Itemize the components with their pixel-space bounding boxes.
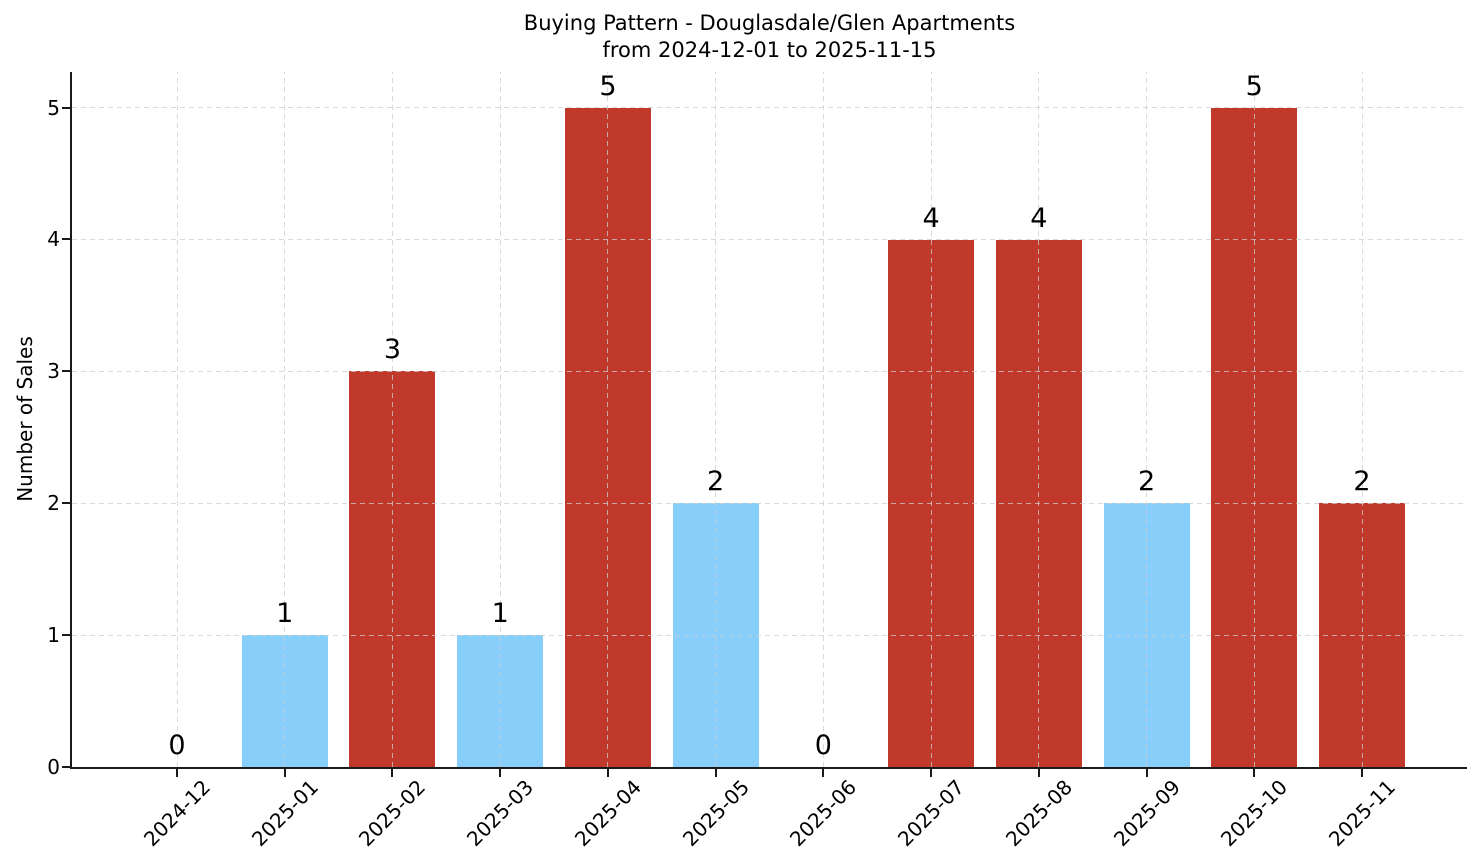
bar-value-label: 5: [599, 70, 617, 102]
x-tick-mark: [391, 769, 394, 777]
vertical-gridline: [176, 72, 178, 767]
vertical-gridline: [607, 72, 609, 767]
vertical-gridline: [499, 72, 501, 767]
vertical-gridline: [930, 72, 932, 767]
y-axis-spine: [70, 72, 72, 769]
y-tick-mark: [62, 238, 70, 241]
x-axis-spine: [70, 767, 1467, 769]
x-tick-label: 2025-02: [354, 774, 431, 852]
horizontal-gridline: [72, 370, 1467, 372]
bar-value-label: 5: [1245, 70, 1263, 102]
y-tick-label: 5: [47, 95, 60, 120]
x-tick-label: 2025-07: [893, 774, 970, 852]
x-tick-mark: [499, 769, 502, 777]
horizontal-gridline: [72, 634, 1467, 636]
x-tick-label: 2025-09: [1108, 774, 1185, 852]
x-tick-mark: [1253, 769, 1256, 777]
x-tick-mark: [283, 769, 286, 777]
x-tick-mark: [1145, 769, 1148, 777]
bar-value-label: 2: [1137, 466, 1156, 498]
y-tick-mark: [62, 106, 70, 109]
bar-value-label: 4: [1030, 202, 1048, 234]
bar-value-label: 1: [276, 598, 294, 630]
bar-value-labels-layer: 0 1 3 1 5 2 0 4 4 2 5 2: [72, 72, 1467, 767]
vertical-gridline: [1361, 72, 1363, 767]
x-tick-label: 2025-03: [462, 774, 539, 852]
y-tick-label: 4: [47, 227, 60, 252]
vertical-gridline: [1253, 72, 1255, 767]
vertical-gridline: [822, 72, 824, 767]
y-tick-mark: [62, 766, 70, 768]
bar-value-label: 4: [922, 202, 940, 234]
x-tick-mark: [822, 769, 825, 777]
x-tick-mark: [606, 769, 609, 777]
x-tick-label: 2025-01: [246, 774, 323, 852]
x-tick-label: 2025-06: [785, 774, 862, 852]
bar-value-label: 1: [491, 598, 509, 630]
x-tick-mark: [176, 769, 178, 777]
x-tick-label: 2025-10: [1216, 774, 1293, 852]
x-tick-label: 2025-04: [569, 774, 646, 852]
y-tick-label: 1: [47, 623, 60, 648]
y-tick-label: 2: [47, 491, 60, 516]
x-tick-label: 2025-08: [1000, 774, 1077, 852]
bar-value-label: 0: [814, 730, 832, 761]
y-tick-label: 3: [47, 359, 60, 384]
grid-layer: [72, 72, 1467, 767]
bar-value-label: 3: [383, 334, 402, 366]
vertical-gridline: [1038, 72, 1040, 767]
horizontal-gridline: [72, 107, 1467, 109]
y-tick-mark: [62, 370, 70, 373]
x-tick-mark: [930, 769, 933, 777]
vertical-gridline: [391, 72, 393, 767]
y-tick-mark: [62, 502, 70, 505]
vertical-gridline: [284, 72, 286, 767]
bar-value-label: 0: [168, 730, 186, 761]
x-tick-label: 2025-05: [677, 774, 754, 852]
vertical-gridline: [715, 72, 717, 767]
horizontal-gridline: [72, 238, 1467, 240]
horizontal-gridline: [72, 502, 1467, 504]
x-tick-label: 2025-11: [1323, 774, 1401, 852]
x-tick-mark: [1037, 769, 1040, 777]
y-tick-mark: [62, 634, 70, 637]
x-tick-label: 2024-12: [138, 774, 216, 852]
vertical-gridline: [1146, 72, 1148, 767]
y-tick-label: 0: [47, 755, 60, 779]
x-tick-mark: [714, 769, 717, 777]
chart-title: Buying Pattern - Douglasdale/Glen Apartm…: [523, 11, 1016, 62]
bar-value-label: 2: [1353, 466, 1371, 498]
plot-area: 0 1 3 1 5 2 0 4 4 2 5 2: [70, 72, 1467, 769]
bar-value-label: 2: [707, 466, 725, 498]
x-tick-mark: [1361, 769, 1363, 777]
